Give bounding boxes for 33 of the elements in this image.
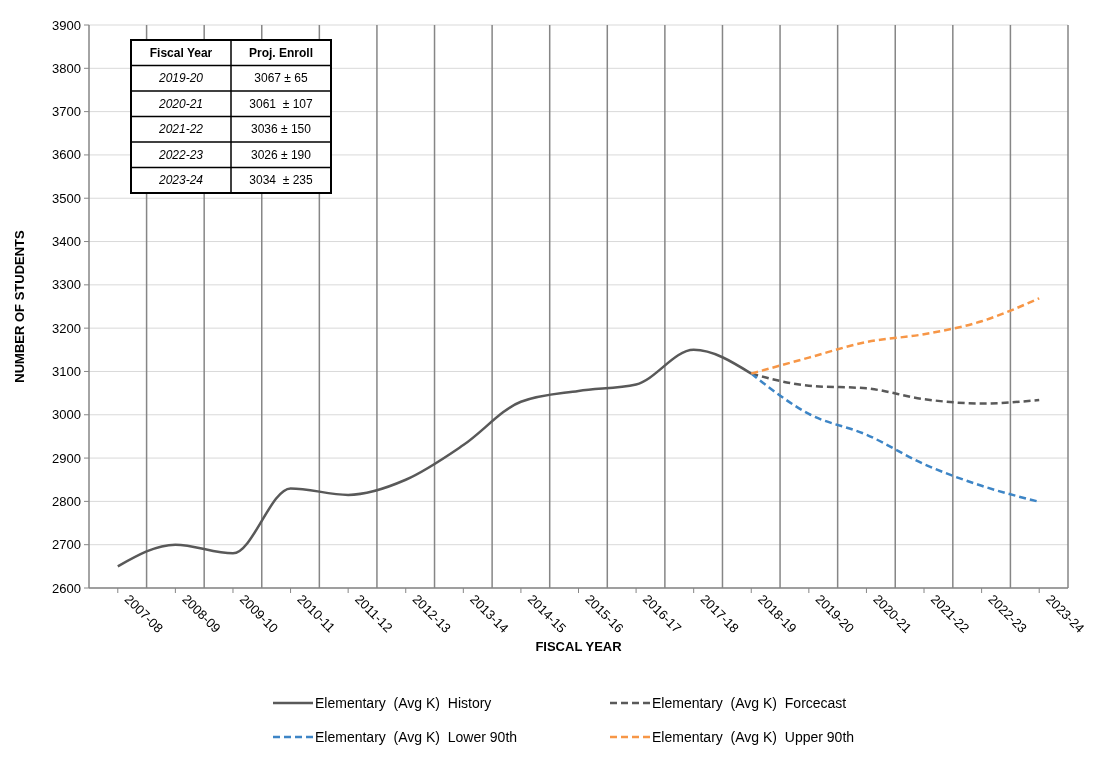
y-tick-label: 3500 [52, 190, 81, 206]
annotation: 3026 ± 190 [251, 147, 312, 162]
annotation: 2019-20 [157, 71, 204, 86]
annotation: 2020-21 [157, 96, 204, 111]
y-tick-label: 3000 [52, 407, 81, 423]
annotation: 3061 ± 107 [249, 96, 313, 111]
legend-label: Elementary (Avg K) Forcecast [652, 694, 847, 711]
annotation: 3036 ± 150 [251, 122, 312, 137]
annotation: 2022-23 [157, 147, 204, 162]
y-tick-label: 3400 [52, 234, 81, 250]
y-tick-label: 3600 [52, 147, 81, 163]
annotation: 3034 ± 235 [249, 173, 313, 188]
y-tick-label: 3200 [52, 320, 81, 336]
annotation: Fiscal Year [149, 45, 213, 60]
y-axis-title: NUMBER OF STUDENTS [12, 229, 27, 383]
x-axis-title: FISCAL YEAR [535, 639, 623, 654]
y-tick-label: 2600 [52, 580, 81, 596]
legend-label: Elementary (Avg K) History [315, 694, 492, 711]
line-series [750, 297, 1041, 375]
annotation: 2023-24 [157, 173, 204, 188]
y-tick-label: 3300 [52, 277, 81, 293]
annotation: 3067 ± 65 [254, 71, 308, 86]
legend-label: Elementary (Avg K) Upper 90th [652, 728, 855, 745]
y-tick-label: 3100 [52, 364, 81, 380]
y-tick-label: 2700 [52, 537, 81, 553]
y-tick-label: 2800 [52, 493, 81, 509]
y-tick-label: 3900 [52, 17, 81, 33]
annotation: 2021-22 [157, 122, 204, 137]
annotation: Proj. Enroll [248, 45, 314, 60]
y-tick-label: 2900 [52, 450, 81, 466]
legend-label: Elementary (Avg K) Lower 90th [315, 728, 518, 745]
y-tick-label: 3700 [52, 104, 81, 120]
y-tick-label: 3800 [52, 60, 81, 76]
